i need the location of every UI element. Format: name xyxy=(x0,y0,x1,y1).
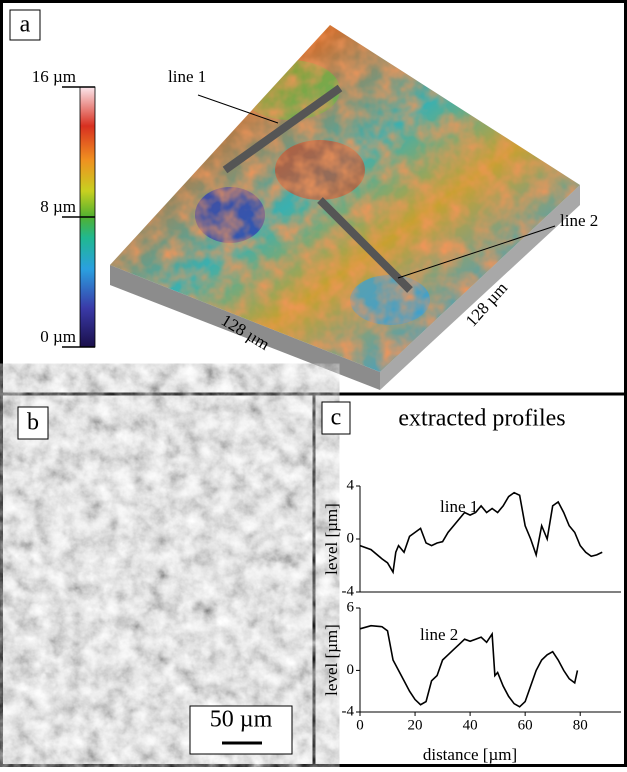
x-axis-label: distance [µm] xyxy=(423,745,517,764)
sem-image xyxy=(6,400,309,762)
x-tick-label: 0 xyxy=(356,717,364,733)
surface-side xyxy=(110,265,380,390)
annotation: line 2 xyxy=(420,625,458,644)
x-tick-label: 40 xyxy=(463,717,478,733)
annotation: line 1 xyxy=(440,497,478,516)
panel-label: b xyxy=(27,410,39,436)
y-tick-label: -4 xyxy=(342,703,355,719)
panel-label-box xyxy=(321,401,351,435)
colorbar-tick-label: 16 µm xyxy=(32,67,76,86)
y-tick-label: 4 xyxy=(347,477,355,493)
panel-label-box xyxy=(9,9,41,41)
y-tick-label: -4 xyxy=(342,583,355,599)
panel-label-box xyxy=(17,406,49,440)
y-axis-label: level [µm] xyxy=(322,503,341,575)
panel-label: c xyxy=(331,405,342,431)
colorbar-tick-label: 8 µm xyxy=(40,197,76,216)
x-tick-label: 80 xyxy=(573,717,588,733)
panel-label: a xyxy=(20,12,31,38)
x-tick-label: 20 xyxy=(408,717,423,733)
y-tick-label: 6 xyxy=(347,599,355,615)
profile-line xyxy=(359,491,603,575)
y-tick-label: 0 xyxy=(347,662,355,678)
y-tick-label: 0 xyxy=(347,530,355,546)
scale-bar-label: 50 µm xyxy=(210,707,273,733)
profile-line xyxy=(359,624,579,708)
surface-side xyxy=(380,185,580,390)
y-axis-label: level [µm] xyxy=(322,624,341,696)
annotation: line 2 xyxy=(560,211,598,230)
leader xyxy=(197,94,279,124)
panel-title: extracted profiles xyxy=(398,406,565,432)
colorbar-tick-label: 0 µm xyxy=(40,327,76,346)
leader xyxy=(397,225,556,279)
profile-line xyxy=(317,197,413,293)
x-tick-label: 60 xyxy=(518,717,533,733)
scale-bar-box xyxy=(189,705,293,755)
annotation: line 1 xyxy=(168,67,206,86)
profile-line xyxy=(222,84,343,174)
